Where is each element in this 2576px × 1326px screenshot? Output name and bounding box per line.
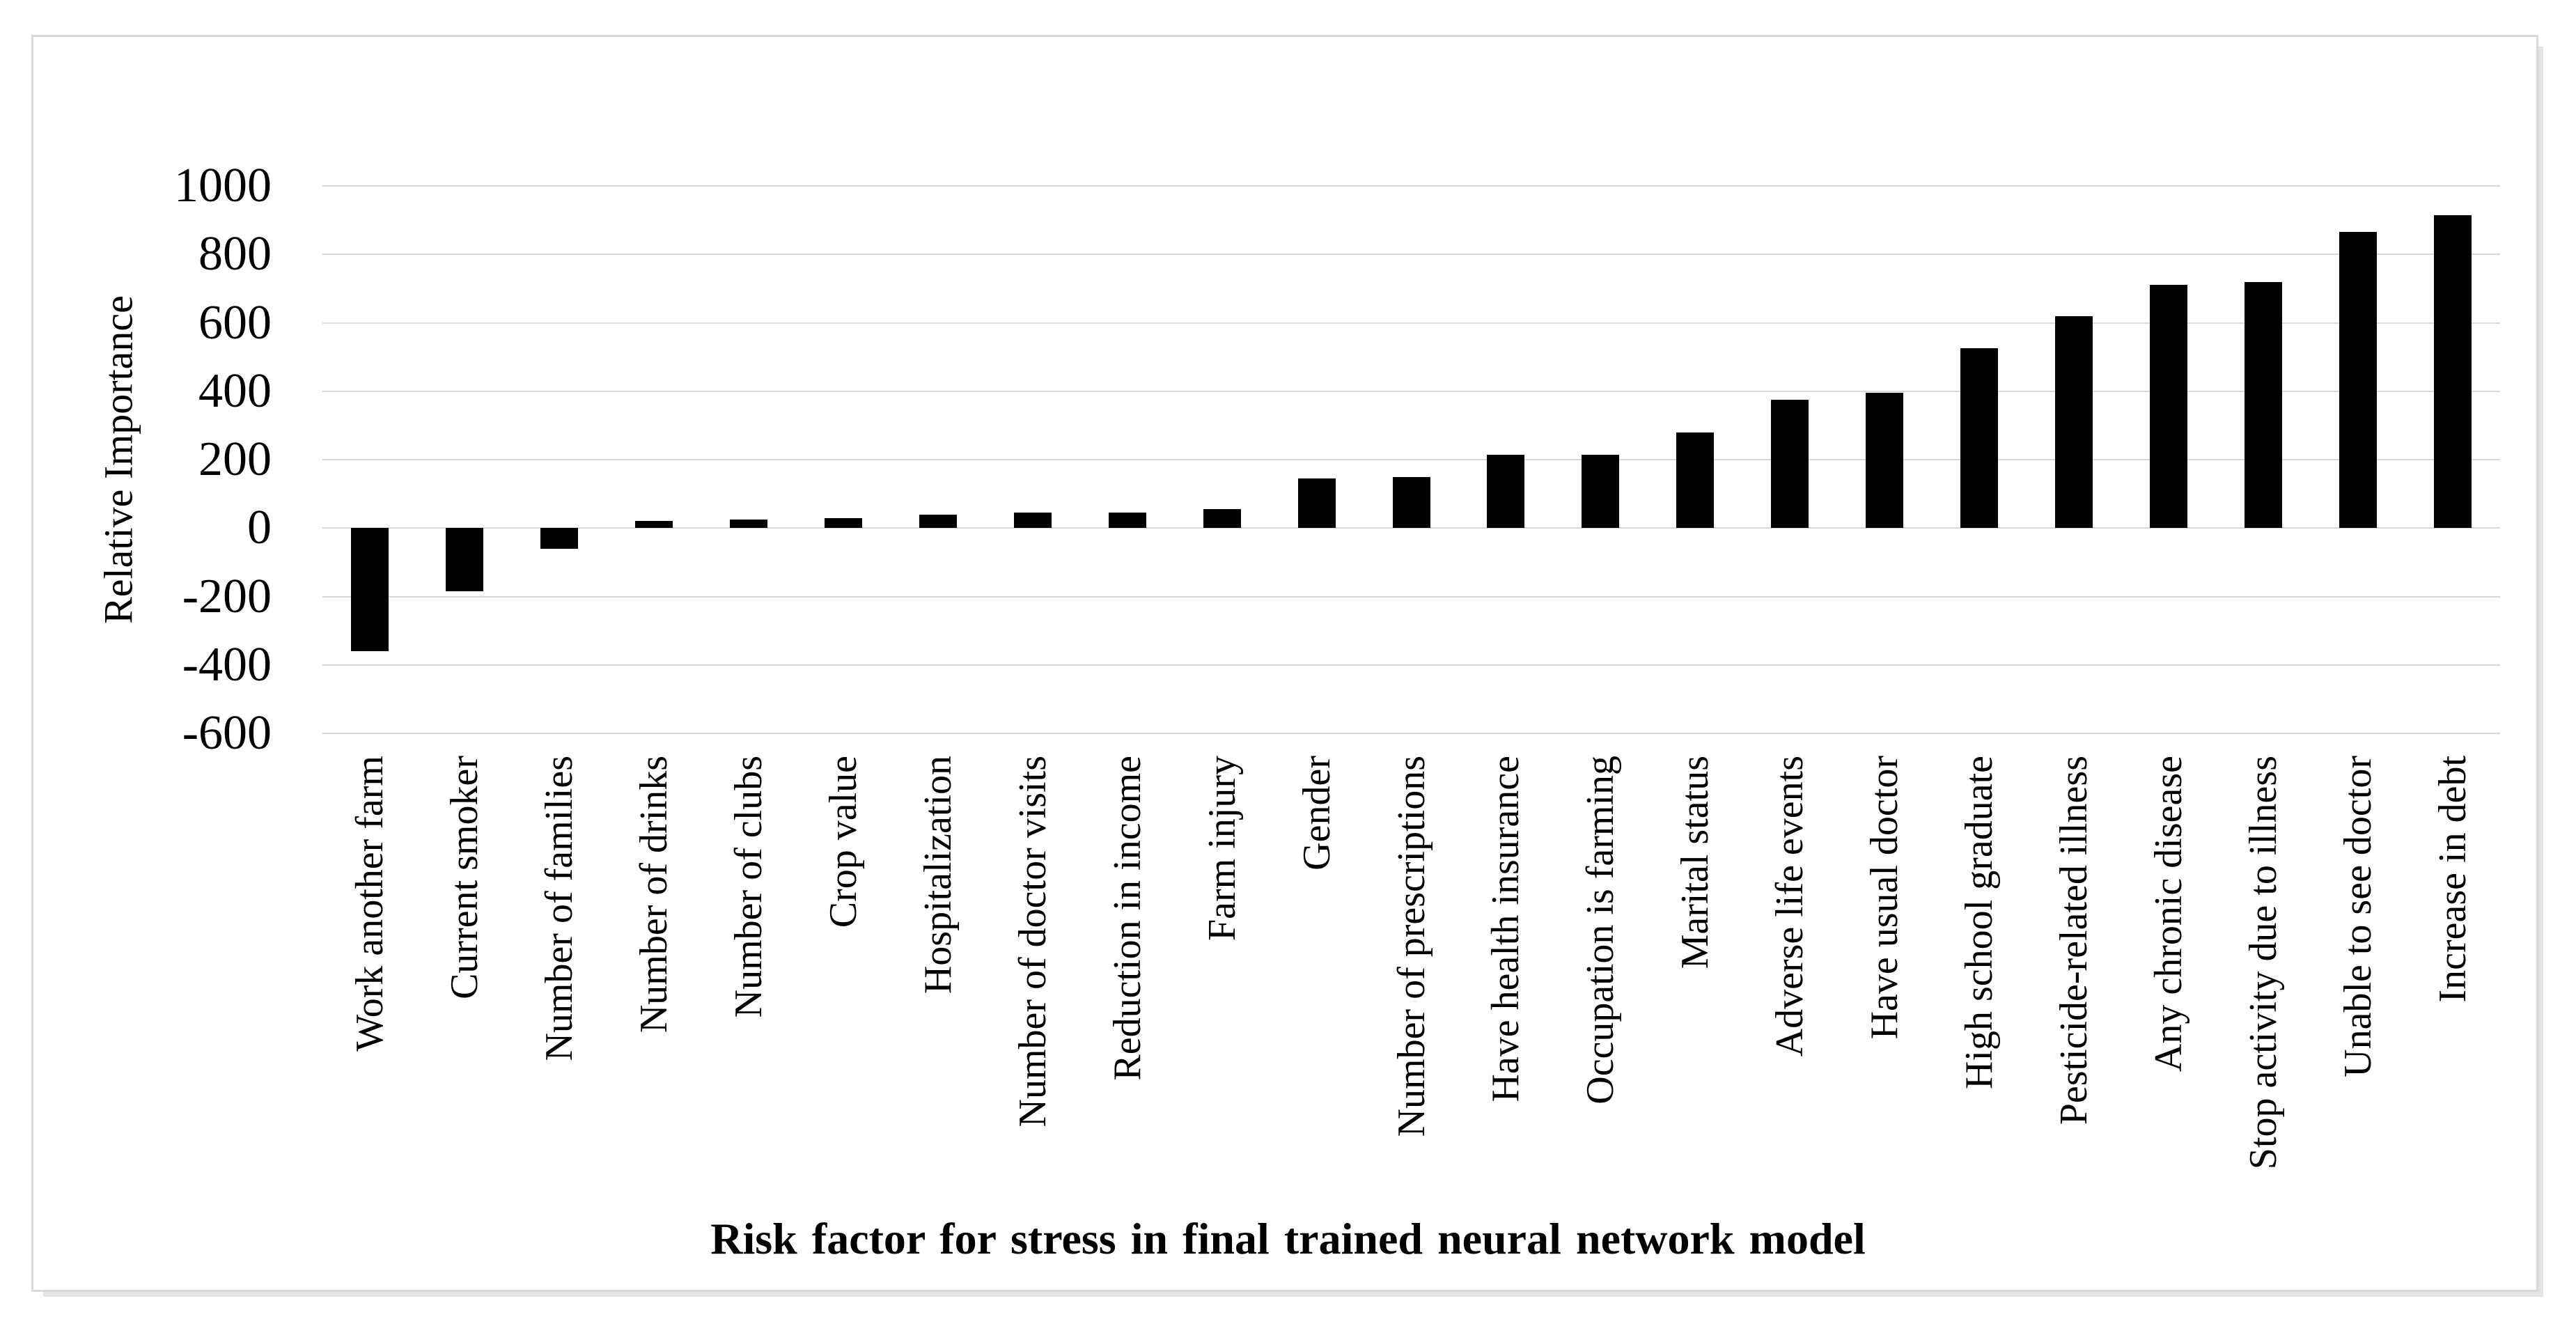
bar [1582,454,1620,529]
bar [1960,348,1999,529]
bar [2055,315,2093,529]
gridline [322,459,2500,460]
y-tick-label: -600 [182,706,272,760]
x-category-label: Number of doctor visits [1010,756,1054,1128]
bar [1866,393,1904,529]
x-category-label: Marital status [1673,756,1717,969]
chart-frame [31,35,2538,1292]
y-tick-label: 200 [198,432,272,486]
gridline [322,322,2500,324]
gridline [322,595,2500,598]
y-tick-label: 0 [247,501,272,555]
bar [1392,476,1430,529]
bar [729,519,767,529]
x-category-label: Number of prescriptions [1389,756,1433,1137]
x-category-label: Any chronic disease [2147,756,2191,1072]
plot-area [322,185,2500,734]
y-tick-label: -400 [182,637,272,692]
gridline [322,664,2500,666]
bar [1013,513,1052,529]
x-category-label: Have health insurance [1484,756,1528,1102]
x-category-label: Number of families [537,756,581,1061]
x-category-label: Occupation is farming [1579,756,1623,1105]
x-category-label: Number of clubs [726,756,770,1018]
x-category-label: Work another farm [348,756,391,1052]
bar [1203,509,1241,529]
bar [1487,454,1525,529]
x-category-label: Crop value [821,756,865,928]
bar [2150,285,2188,529]
x-category-label: Increase in debt [2431,756,2475,1003]
gridline [322,527,2500,529]
y-tick-label: 600 [198,295,272,350]
gridline [322,733,2500,734]
bar [1771,400,1809,529]
x-category-label: Unable to see doctor [2336,756,2380,1077]
bar [2434,214,2472,529]
bar [919,514,957,529]
x-category-label: High school graduate [1958,756,2001,1089]
y-tick-label: 800 [198,227,272,281]
x-category-label: Reduction in income [1105,756,1149,1081]
x-category-label: Current smoker [442,756,486,999]
bar [1676,432,1715,529]
x-axis-title: Risk factor for stress in final trained … [710,1214,1866,1263]
gridline [322,254,2500,256]
bar [1108,513,1146,529]
x-category-label: Gender [1295,756,1338,871]
bar [634,521,673,529]
bar [350,528,389,652]
x-category-label: Stop activity due to illness [2242,756,2286,1170]
bar [2339,232,2378,529]
y-tick-label: -200 [182,569,272,623]
x-category-label: Pesticide-related illness [2052,756,2096,1125]
x-category-label: Hospitalization [916,756,960,994]
x-category-label: Number of drinks [632,756,676,1034]
gridline [322,185,2500,187]
x-category-label: Farm injury [1200,756,1244,941]
bar [2245,281,2283,529]
bar [445,528,483,592]
x-category-label: Adverse life events [1768,756,1812,1057]
y-tick-label: 400 [198,364,272,418]
gridline [322,390,2500,392]
bar [1297,478,1336,529]
y-tick-label: 1000 [174,159,272,212]
x-category-label: Have usual doctor [1863,756,1907,1040]
bar [824,517,862,529]
bar [540,528,578,549]
